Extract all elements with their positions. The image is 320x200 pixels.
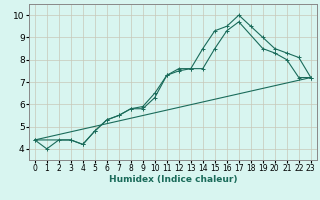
X-axis label: Humidex (Indice chaleur): Humidex (Indice chaleur) — [108, 175, 237, 184]
